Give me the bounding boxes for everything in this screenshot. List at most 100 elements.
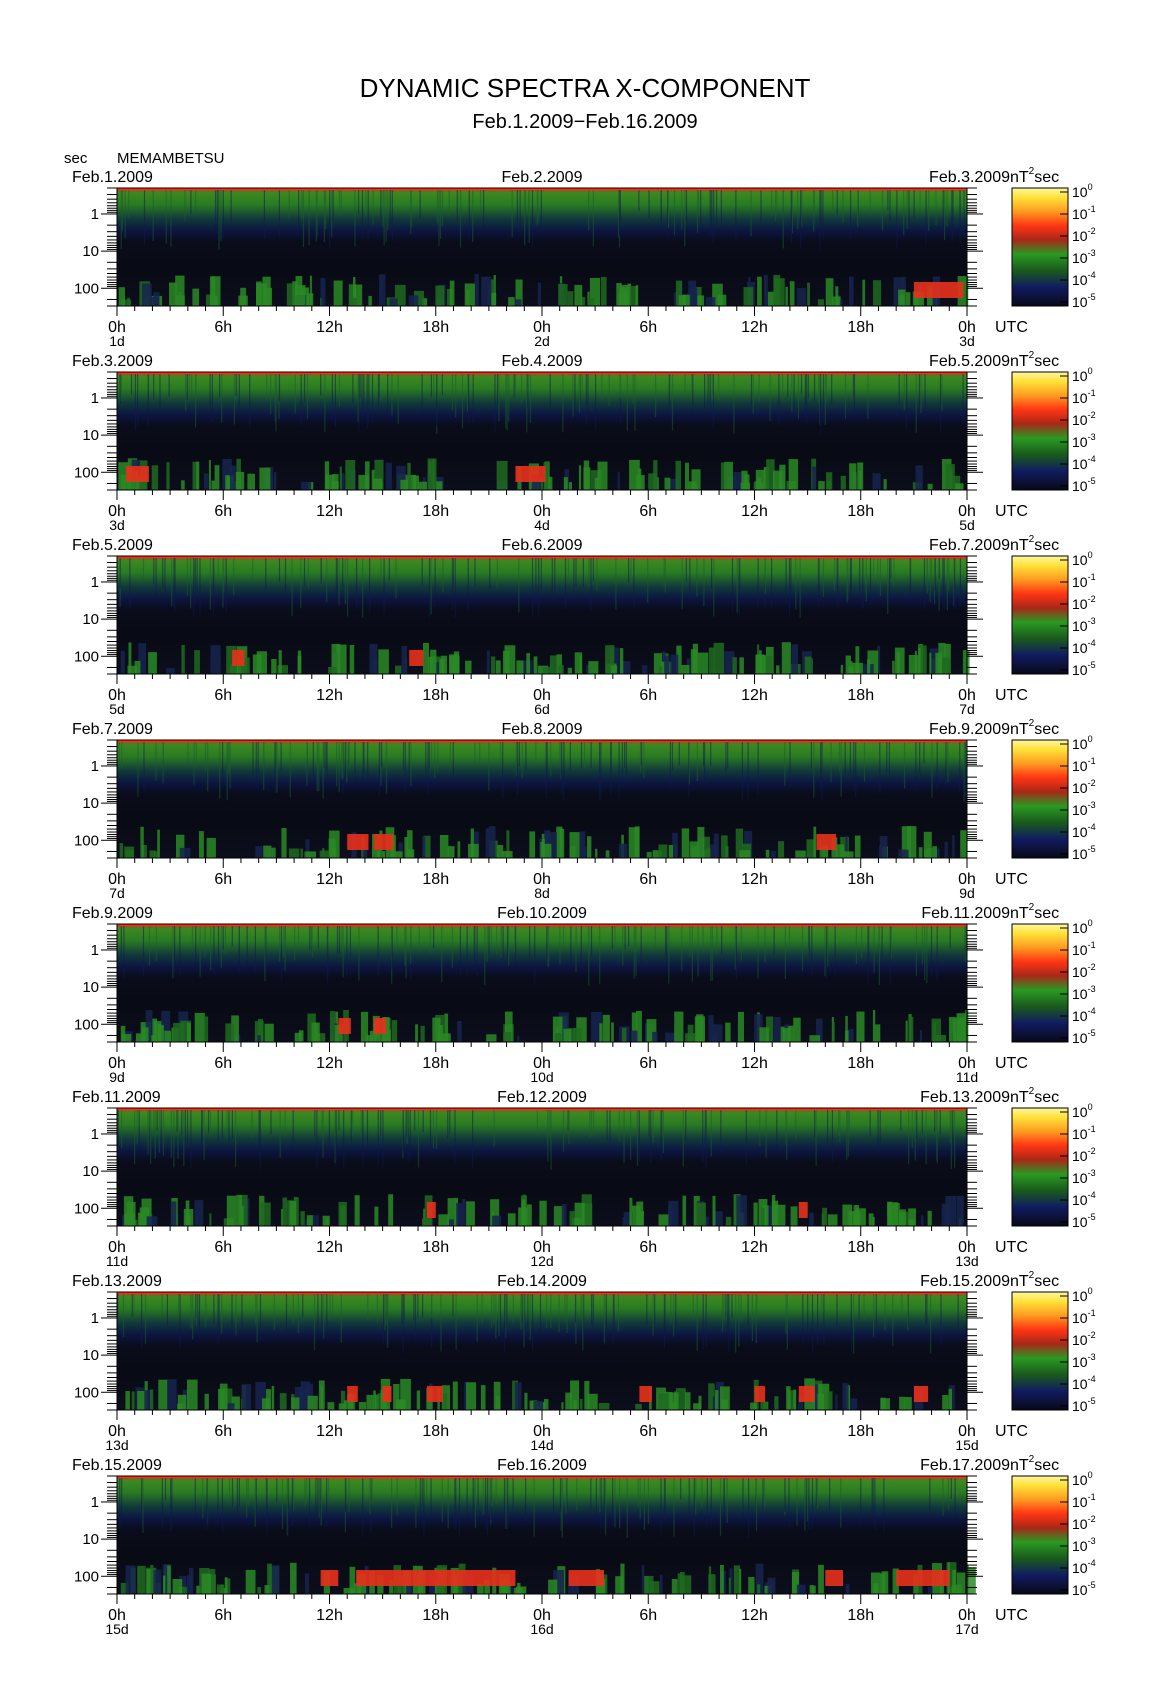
- x-tick-label: 6h: [639, 1607, 657, 1624]
- figure-subtitle: Feb.1.2009−Feb.16.2009: [472, 111, 697, 133]
- colorbar-tick-label: 10-5: [1072, 844, 1096, 862]
- day-label: 14d: [530, 1437, 553, 1453]
- colorbar-frame: [1011, 1291, 1069, 1411]
- spectrogram-texture: [119, 1478, 956, 1538]
- colorbar-tick-label: 10-4: [1072, 1558, 1096, 1576]
- x-ticks: [116, 1226, 968, 1236]
- colorbar-frame: [1011, 187, 1069, 307]
- day-label: 15d: [105, 1621, 128, 1637]
- spectrogram-texture: [117, 1294, 959, 1354]
- colorbar-tick-label: 10-2: [1072, 1514, 1096, 1532]
- spectrogram-panel: Feb.9.2009 Feb.10.2009 Feb.11.2009 nT2sec11…: [72, 902, 1096, 1085]
- figure-title: DYNAMIC SPECTRA X-COMPONENT: [360, 73, 811, 103]
- x-tick-label: 18h: [847, 319, 874, 336]
- x-tick-label: 18h: [422, 687, 449, 704]
- strong-power-event: [825, 1570, 843, 1586]
- strong-power-event: [320, 1570, 339, 1586]
- short-period-edge: [117, 188, 967, 190]
- colorbar-tick-label: 10-3: [1072, 248, 1096, 266]
- day-label: 15d: [955, 1437, 978, 1453]
- x-tick-label: 18h: [847, 1423, 874, 1440]
- colorbar-tick-label: 10-5: [1072, 660, 1096, 678]
- x-tick-label: 0h: [958, 1607, 976, 1624]
- x-tick-label: 18h: [422, 319, 449, 336]
- y-tick-label: 10: [82, 427, 99, 444]
- x-tick-label: 0h: [533, 1607, 551, 1624]
- x-tick-label: 0h: [958, 503, 976, 520]
- x-ticks: [116, 306, 968, 316]
- colorbar-tick-label: 10-5: [1072, 1580, 1096, 1598]
- y-tick-label: 100: [74, 648, 99, 665]
- y-ticks: [101, 739, 983, 859]
- spectrogram-background: [117, 924, 967, 1042]
- x-tick-label: 0h: [533, 1423, 551, 1440]
- x-tick-label: 0h: [533, 503, 551, 520]
- day-label: 17d: [955, 1621, 978, 1637]
- day-label: 4d: [534, 517, 550, 533]
- colorbar-tick-label: 100: [1072, 734, 1093, 752]
- colorbar-tick-label: 10-4: [1072, 822, 1096, 840]
- x-ticks: [116, 1042, 968, 1052]
- colorbar: [1012, 556, 1068, 674]
- spectrogram-panel: Feb.11.2009 Feb.12.2009 Feb.13.2009 nT2sec 1…: [72, 1086, 1096, 1269]
- x-tick-label: 0h: [108, 687, 126, 704]
- x-tick-label: 0h: [958, 1239, 976, 1256]
- colorbar-tick-label: 10-1: [1072, 204, 1096, 222]
- colorbar-tick-label: 10-4: [1072, 454, 1096, 472]
- colorbar-tick-label: 10-5: [1072, 1028, 1096, 1046]
- panel-end-date: Feb.3.2009: [929, 169, 1010, 186]
- x-tick-label: 0h: [533, 1055, 551, 1072]
- colorbar-tick-label: 10-5: [1072, 1396, 1096, 1414]
- x-tick-label: 18h: [847, 1055, 874, 1072]
- y-tick-label: 100: [74, 1200, 99, 1217]
- colorbar-tick-label: 100: [1072, 366, 1093, 384]
- colorbar-tick-label: 100: [1072, 550, 1093, 568]
- x-tick-label: 6h: [639, 1055, 657, 1072]
- x-tick-label: 18h: [422, 1239, 449, 1256]
- panel-mid-date: Feb.6.2009: [502, 537, 583, 554]
- day-label: 13d: [105, 1437, 128, 1453]
- x-ticks: [116, 1594, 968, 1604]
- short-period-edge: [117, 1476, 967, 1478]
- x-tick-label: 0h: [108, 871, 126, 888]
- x-tick-label: 12h: [741, 871, 768, 888]
- x-tick-label: 18h: [847, 503, 874, 520]
- x-tick-label: 0h: [108, 1423, 126, 1440]
- colorbar-tick-label: 10-2: [1072, 410, 1096, 428]
- colorbar-tick-label: 10-3: [1072, 984, 1096, 1002]
- y-tick-label: 100: [74, 464, 99, 481]
- x-tick-label: 0h: [958, 319, 976, 336]
- y-tick-label: 1: [91, 1310, 99, 1327]
- colorbar-frame: [1011, 739, 1069, 859]
- x-tick-label: 0h: [533, 871, 551, 888]
- long-period-band: [122, 1194, 964, 1226]
- colorbar-tick-label: 100: [1072, 182, 1093, 200]
- x-tick-label: 6h: [214, 1055, 232, 1072]
- x-tick-label: 6h: [214, 1239, 232, 1256]
- x-tick-label: 18h: [847, 871, 874, 888]
- strong-power-event: [913, 282, 941, 298]
- utc-label: UTC: [995, 319, 1028, 336]
- x-tick-label: 12h: [316, 871, 343, 888]
- panel-end-date: Feb.11.2009: [921, 905, 1010, 922]
- spectrogram-panel: Feb.7.2009 Feb.8.2009 Feb.9.2009 nT2sec 1 10 1…: [72, 718, 1096, 901]
- panel-end-date: Feb.5.2009: [929, 353, 1010, 370]
- panel-start-date: Feb.3.2009: [72, 353, 153, 370]
- strong-power-event: [639, 1386, 652, 1402]
- x-tick-label: 18h: [422, 1055, 449, 1072]
- panel-start-date: Feb.1.2009: [72, 169, 153, 186]
- utc-label: UTC: [995, 1055, 1028, 1072]
- short-period-edge: [117, 556, 967, 558]
- x-tick-label: 18h: [847, 1607, 874, 1624]
- strong-power-event: [940, 282, 964, 298]
- spectrogram-texture: [119, 558, 961, 618]
- colorbar: [1012, 1476, 1068, 1594]
- colorbar-unit: nT2sec: [1010, 350, 1059, 370]
- y-tick-label: 100: [74, 1384, 99, 1401]
- x-tick-label: 6h: [639, 871, 657, 888]
- spectrogram-panel: Feb.3.2009 Feb.4.2009 Feb.5.2009 nT2sec 1 10 1…: [72, 350, 1096, 533]
- x-ticks: [116, 490, 968, 500]
- y-tick-label: 1: [91, 390, 99, 407]
- day-label: 2d: [534, 333, 550, 349]
